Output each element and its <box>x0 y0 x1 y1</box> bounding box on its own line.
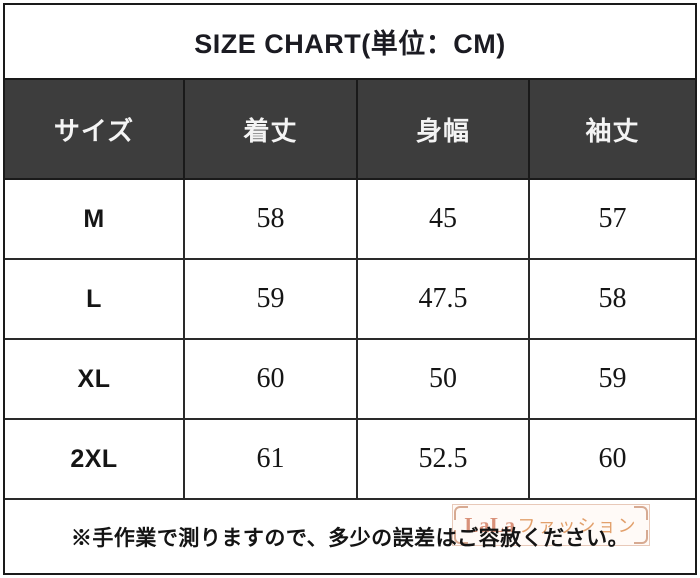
cell-length: 61 <box>185 420 358 498</box>
cell-bust: 52.5 <box>358 420 530 498</box>
chart-title-row: SIZE CHART(単位：CM) <box>5 5 695 80</box>
cell-length: 58 <box>185 180 358 258</box>
watermark-corner-icon <box>634 530 648 544</box>
table-row: XL 60 50 59 <box>5 340 695 420</box>
cell-size: 2XL <box>5 420 185 498</box>
page-title: SIZE CHART(単位：CM) <box>194 29 506 59</box>
cell-size: M <box>5 180 185 258</box>
column-header-size: サイズ <box>5 80 185 178</box>
cell-sleeve: 59 <box>530 340 695 418</box>
table-row: L 59 47.5 58 <box>5 260 695 340</box>
table-row: 2XL 61 52.5 60 <box>5 420 695 500</box>
cell-bust: 45 <box>358 180 530 258</box>
measurement-note: ※手作業で測りますので、多少の誤差はご容赦ください。 <box>70 526 630 550</box>
cell-bust: 50 <box>358 340 530 418</box>
column-header-bust: 身幅 <box>358 80 530 178</box>
cell-size: XL <box>5 340 185 418</box>
column-header-length: 着丈 <box>185 80 358 178</box>
column-header-sleeve: 袖丈 <box>530 80 695 178</box>
table-header-row: サイズ 着丈 身幅 袖丈 <box>5 80 695 180</box>
cell-length: 59 <box>185 260 358 338</box>
watermark-corner-icon <box>634 506 648 520</box>
measurement-note-row: ※手作業で測りますので、多少の誤差はご容赦ください。 LaLa ファッション <box>5 500 695 573</box>
size-chart-table: SIZE CHART(単位：CM) サイズ 着丈 身幅 袖丈 M 58 45 5… <box>3 3 697 575</box>
cell-sleeve: 57 <box>530 180 695 258</box>
cell-sleeve: 60 <box>530 420 695 498</box>
cell-size: L <box>5 260 185 338</box>
watermark-corner-icon <box>454 506 468 520</box>
cell-sleeve: 58 <box>530 260 695 338</box>
table-row: M 58 45 57 <box>5 180 695 260</box>
cell-bust: 47.5 <box>358 260 530 338</box>
cell-length: 60 <box>185 340 358 418</box>
